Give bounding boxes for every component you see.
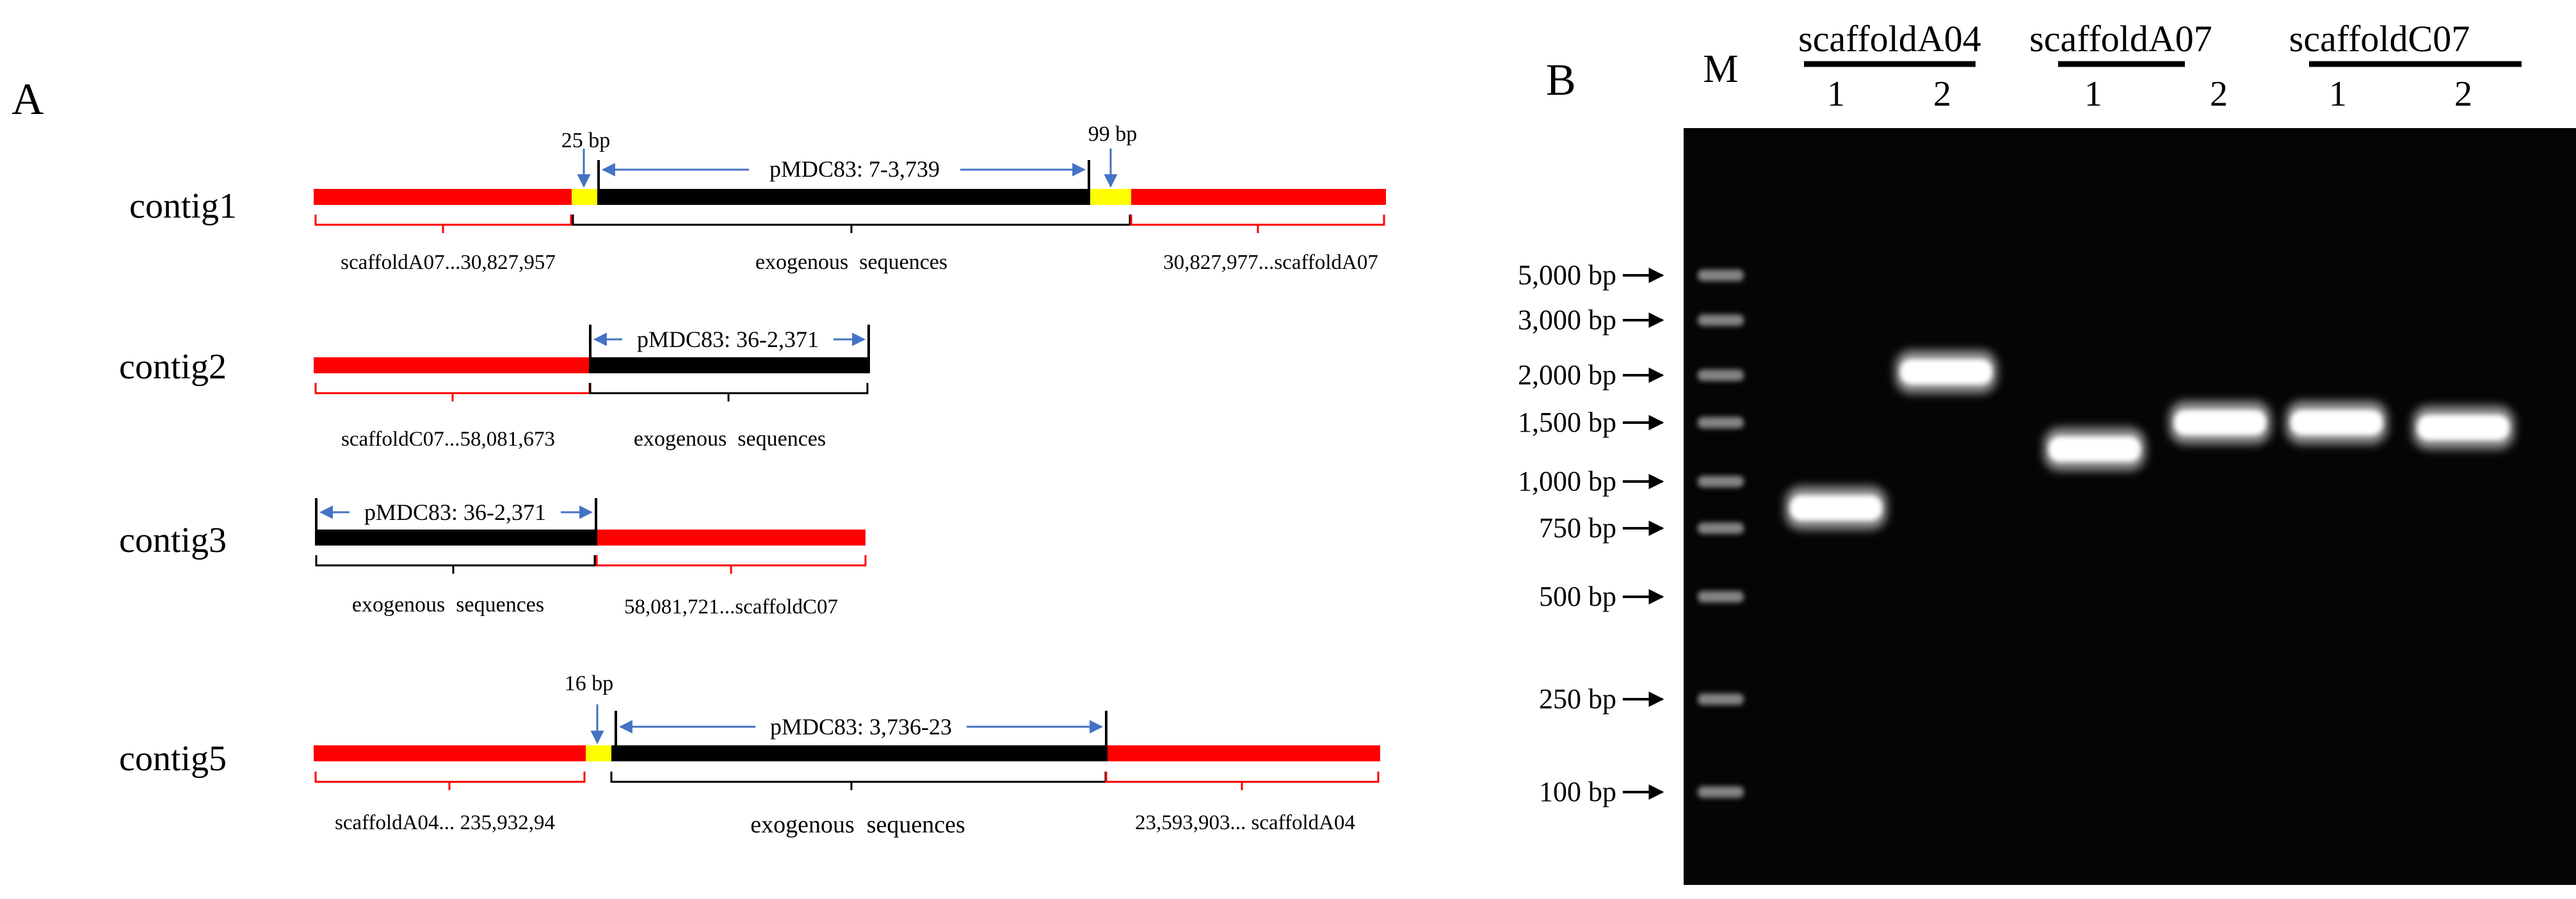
contig5-span-label-bg	[755, 714, 967, 740]
lane-group-scaffoldA04: scaffoldA04 1 2	[1798, 18, 1981, 114]
contig2-left-label: scaffoldC07...58,081,673	[341, 428, 555, 451]
contig5-bracket-right	[1105, 772, 1380, 790]
contig1-junction-right-label: 99 bp	[1088, 122, 1138, 146]
lane-number: 2	[2210, 74, 2228, 114]
contig2-direction-arrow	[765, 358, 784, 372]
contig3-exogenous-bar	[316, 530, 596, 546]
contig1-exogenous-bar	[599, 189, 1089, 205]
contig1-junction-right	[1089, 189, 1131, 205]
contig2-middle-label: exogenous sequences	[634, 427, 826, 451]
lane-number: 2	[1933, 74, 1951, 114]
contig5-scaffold-left	[314, 745, 586, 761]
lane-number: 2	[2454, 74, 2472, 114]
contig2-span-label-bg	[622, 327, 833, 352]
ladder-size-label: 750 bp	[1539, 512, 1616, 544]
contig3-name: contig3	[119, 521, 227, 560]
contig2-name: contig2	[119, 347, 227, 387]
contig1-left-label: scaffoldA07...30,827,957	[341, 251, 556, 274]
contig3-bracket-right	[595, 555, 867, 574]
ladder-size-label: 2,000 bp	[1518, 359, 1616, 391]
contig1-scaffold-left	[314, 189, 572, 205]
contig1-junction-left-label: 25 bp	[561, 129, 611, 152]
contig1-scaffold-right	[1131, 189, 1386, 205]
ladder-labels: 5,000 bp 3,000 bp 2,000 bp 1,500 bp 1,000 bp…	[1518, 259, 1664, 807]
ladder-band	[1698, 786, 1744, 798]
contig2-scaffold-left	[314, 357, 590, 373]
ladder-band	[1698, 270, 1744, 281]
contig3-scaffold-right	[596, 530, 865, 546]
contig1-right-label: 30,827,977...scaffoldA07	[1163, 251, 1378, 274]
ladder-bands	[1698, 270, 1744, 798]
contig1-vector-span-label: pMDC83: 7-3,739	[769, 156, 940, 182]
contig5-junction-label: 16 bp	[565, 672, 614, 695]
contig2-vector-span-label: pMDC83: 36-2,371	[637, 327, 819, 352]
lane-group-name: scaffoldA07	[2029, 18, 2212, 60]
sample-band	[2049, 436, 2141, 462]
contig1-diagram: contig1 25 bp 99 bp pMDC83: 7-3,739 scaf…	[129, 122, 1386, 274]
ladder-band	[1698, 369, 1744, 381]
sample-band	[2174, 410, 2266, 435]
lane-number: 1	[2329, 74, 2347, 114]
contig5-direction-arrow	[858, 746, 877, 760]
sample-bands	[1785, 350, 2515, 530]
contig2-bracket-left	[314, 383, 591, 401]
contig2-bracket-middle	[589, 383, 869, 401]
lane-number: 1	[1827, 74, 1845, 114]
contig5-scaffold-right	[1106, 745, 1380, 761]
contig1-span-label-bg	[749, 156, 960, 182]
contig1-junction-left	[572, 189, 599, 205]
panel-b-label: B	[1546, 56, 1576, 105]
contig3-right-label: 58,081,721...scaffoldC07	[624, 595, 838, 619]
contig5-diagram: contig5 16 bp pMDC83: 3,736-23 scaffoldA…	[119, 672, 1380, 838]
ladder-band	[1698, 591, 1744, 603]
lane-group-scaffoldA07: scaffoldA07 1 2	[2029, 18, 2228, 114]
contig5-name: contig5	[119, 739, 227, 779]
contig5-bracket-middle	[610, 772, 1107, 790]
ladder-size-label: 250 bp	[1539, 683, 1616, 715]
contig5-middle-label: exogenous sequences	[750, 811, 965, 838]
contig2-diagram: contig2 pMDC83: 36-2,371 scaffoldC07...5…	[119, 325, 870, 451]
panel-a-label: A	[12, 75, 44, 124]
ladder-band	[1698, 417, 1744, 428]
lane-group-name: scaffoldA04	[1798, 18, 1981, 60]
contig3-vector-span-label: pMDC83: 36-2,371	[364, 499, 546, 525]
sample-band	[2417, 414, 2509, 441]
contig3-diagram: contig3 pMDC83: 36-2,371 exogenous seque…	[119, 498, 867, 619]
contig3-bracket-left	[315, 555, 596, 574]
contig1-bracket-middle	[572, 215, 1131, 233]
ladder-size-label: 100 bp	[1539, 776, 1616, 807]
ladder-band	[1698, 476, 1744, 487]
sample-band	[1900, 359, 1992, 385]
contig5-bracket-left	[314, 772, 586, 790]
contig5-junction-left	[586, 745, 611, 761]
ladder-size-label: 5,000 bp	[1518, 259, 1616, 291]
ladder-size-label: 3,000 bp	[1518, 304, 1616, 336]
ladder-size-label: 1,000 bp	[1518, 466, 1616, 497]
contig5-right-label: 23,593,903... scaffoldA04	[1135, 811, 1355, 834]
contig3-direction-arrow	[434, 530, 453, 544]
ladder-band	[1698, 522, 1744, 534]
contig3-left-label: exogenous sequences	[352, 593, 544, 617]
lane-group-scaffoldC07: scaffoldC07 1 2	[2289, 18, 2522, 114]
ladder-size-label: 1,500 bp	[1518, 407, 1616, 438]
contig1-bracket-left	[314, 215, 572, 233]
ladder-size-label: 500 bp	[1539, 581, 1616, 612]
contig1-bracket-right	[1130, 215, 1385, 233]
contig5-left-label: scaffoldA04... 235,932,94	[335, 811, 555, 834]
contig2-exogenous-bar	[590, 357, 869, 373]
contig1-direction-arrow	[871, 190, 890, 204]
lane-group-name: scaffoldC07	[2289, 18, 2470, 60]
sample-band	[2290, 410, 2383, 435]
sample-band	[1790, 495, 1882, 521]
ladder-band	[1698, 314, 1744, 326]
contig5-vector-span-label: pMDC83: 3,736-23	[770, 714, 952, 740]
contig1-name: contig1	[129, 186, 237, 226]
lane-number: 1	[2084, 74, 2102, 114]
ladder-band	[1698, 693, 1744, 705]
contig3-span-label-bg	[350, 499, 561, 525]
contig1-middle-label: exogenous sequences	[755, 250, 947, 274]
marker-lane-label: M	[1703, 47, 1738, 91]
